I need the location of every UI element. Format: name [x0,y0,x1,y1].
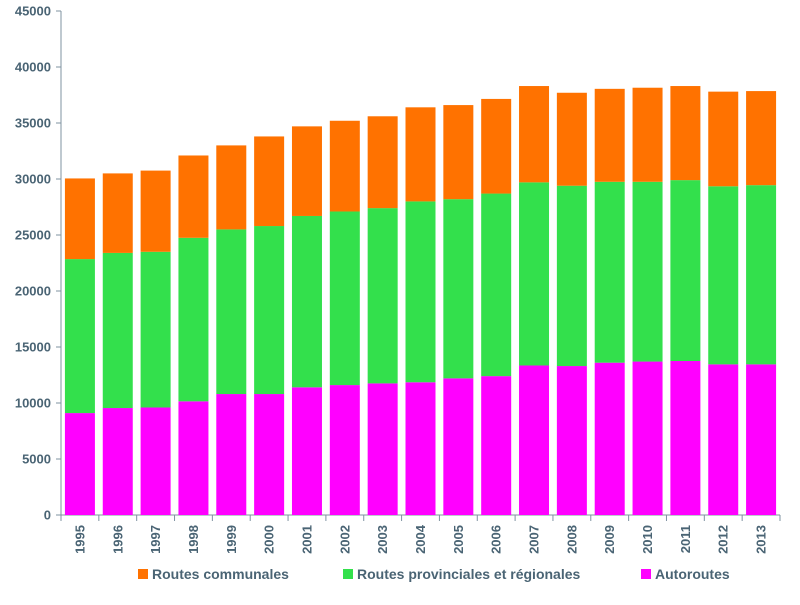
bar-segment [102,408,133,515]
bar-segment [708,186,739,365]
bar-segment [178,401,209,515]
x-tick-label: 1999 [224,525,239,554]
bar-segment [216,229,247,395]
bar-segment [405,201,436,383]
legend-label: Autoroutes [655,566,730,582]
bar-segment [746,364,777,515]
bar-segment [594,88,625,182]
bar-segment [254,136,285,227]
y-axis: 0 5000 10000 15000 20000 25000 30000 35000 40000… [15,4,62,523]
bar-segment [405,382,436,515]
y-tick-label: 45000 [15,4,51,19]
bar-segment [481,193,512,377]
bar-segment [519,365,550,515]
bar-segment [519,86,550,183]
bar-segment [254,394,285,515]
bar-segment [102,252,133,409]
bar-segment [64,178,95,260]
y-tick-label: 25000 [15,228,51,243]
bar-segment [367,383,398,515]
x-tick-label: 2013 [754,525,769,554]
x-tick-label: 2001 [299,525,314,554]
y-tick-label: 15000 [15,340,51,355]
bar-segment [556,92,587,186]
bar-segment [329,385,360,515]
y-tick-label: 35000 [15,116,51,131]
bar-segment [291,215,322,388]
bar-segment [594,181,625,363]
y-tick-label: 30000 [15,172,51,187]
legend-swatch [343,569,353,579]
bar-segment [556,366,587,515]
legend-swatch [138,569,148,579]
bar-segment [708,91,739,187]
x-tick-label: 1997 [148,525,163,554]
x-tick-label: 2011 [678,525,693,553]
bar-segment [405,107,436,202]
bar-segment [670,86,701,181]
bar-segment [178,155,209,238]
bar-segment [329,120,360,212]
x-tick-label: 2008 [564,525,579,554]
x-tick-label: 1996 [110,525,125,554]
bar-segment [632,87,663,182]
bar-segment [443,378,474,515]
x-tick-label: 1998 [186,525,201,554]
bars [64,86,777,515]
bar-segment [178,237,209,402]
bar-segment [556,185,587,367]
bar-segment [102,173,133,253]
bar-segment [64,413,95,515]
bar-segment [254,226,285,395]
bar-segment [746,91,777,186]
bar-segment [291,126,322,216]
legend-label: Routes communales [152,566,289,582]
bar-segment [708,364,739,515]
x-tick-label: 2005 [451,525,466,554]
bar-segment [329,211,360,386]
x-tick-label: 2012 [716,525,731,554]
legend-swatch [641,569,651,579]
bar-segment [481,376,512,515]
bar-segment [140,407,171,515]
bar-segment [443,105,474,200]
bar-segment [594,362,625,515]
bar-segment [632,361,663,515]
x-tick-label: 2010 [640,525,655,554]
legend: Routes communales Routes provinciales et … [138,566,730,582]
bar-segment [216,145,247,230]
x-tick-label: 2009 [602,525,617,554]
bar-segment [670,180,701,361]
y-tick-label: 10000 [15,396,51,411]
bar-segment [746,185,777,365]
bar-segment [367,116,398,209]
x-tick-label: 2006 [489,525,504,554]
x-tick-label: 2000 [262,525,277,554]
bar-segment [670,361,701,515]
legend-label: Routes provinciales et régionales [357,566,581,582]
x-tick-label: 2007 [527,525,542,554]
bar-segment [291,387,322,515]
bar-segment [481,98,512,194]
y-tick-label: 20000 [15,284,51,299]
x-tick-label: 2004 [413,524,428,554]
bar-segment [443,199,474,379]
y-tick-label: 5000 [22,452,51,467]
bar-segment [64,259,95,414]
x-tick-label: 2003 [375,525,390,554]
y-tick-label: 0 [44,508,51,523]
bar-segment [216,394,247,515]
bar-segment [140,170,171,252]
y-tick-label: 40000 [15,60,51,75]
x-axis: 1995 1996 1997 1998 1999 2000 2001 2002 2003 2004… [60,514,781,554]
x-tick-label: 1995 [72,525,87,554]
bar-segment [632,181,663,362]
bar-segment [519,182,550,366]
x-tick-label: 2002 [337,525,352,554]
bar-segment [367,208,398,384]
bar-segment [140,251,171,408]
